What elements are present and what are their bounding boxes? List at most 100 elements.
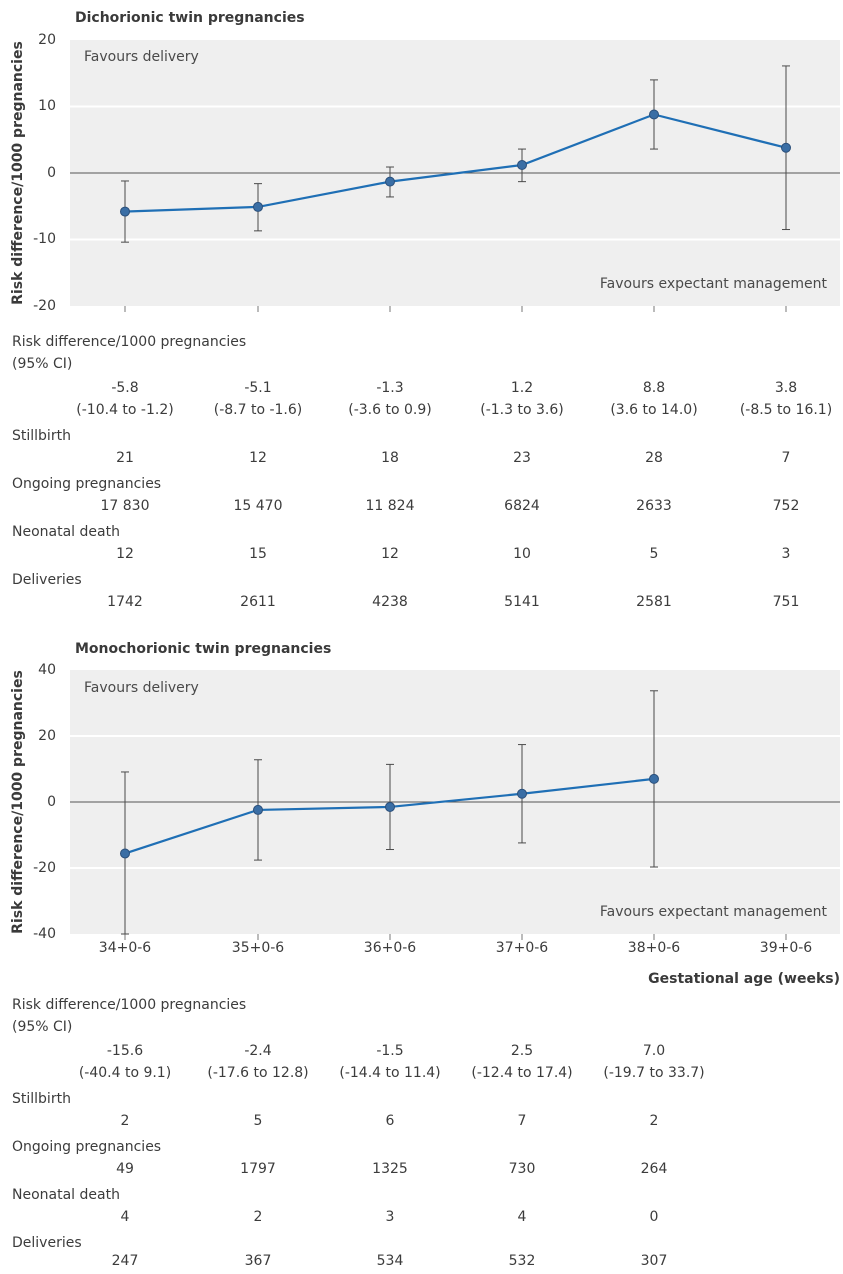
chart1-data-point [385,176,395,187]
x-axis-label: Gestational age (weeks) [648,971,840,987]
chart1-data-point [781,142,791,153]
table-cell: 264 [640,1161,668,1177]
chart2-ci-header: Risk difference/1000 pregnancies [12,997,247,1013]
table-cell: 532 [508,1253,536,1269]
table-cell: 23 [513,450,531,466]
table-cell: 17 830 [100,498,150,514]
table-cell: 12 [249,450,267,466]
x-tick-label: 36+0-6 [363,940,417,956]
table-cell: 21 [116,450,134,466]
chart1-row-label: Neonatal death [12,524,120,540]
rd-ci: (-8.5 to 16.1) [739,402,833,418]
rd-value: -5.1 [244,380,272,396]
chart1-y-tick: 20 [38,32,56,48]
rd-ci: (-10.4 to -1.2) [76,402,174,418]
chart1-data-point [517,160,527,171]
chart2-favours-delivery-note: Favours delivery [84,680,199,696]
chart1-y-tick: -20 [33,298,56,314]
chart1-data-point [120,206,130,217]
chart1-title: Dichorionic twin pregnancies [75,10,305,26]
table-cell: 7 [781,450,791,466]
table-cell: 367 [244,1253,272,1269]
chart2-ci-header-sub: (95% CI) [12,1019,73,1035]
rd-value: -2.4 [244,1043,272,1059]
chart1-y-tick: 10 [38,98,56,114]
table-cell: 12 [381,546,399,562]
table-cell: 0 [649,1209,659,1225]
rd-ci: (-8.7 to -1.6) [213,402,303,418]
table-cell: 4238 [372,594,408,610]
rd-value: 1.2 [510,380,534,396]
x-tick-label: 39+0-6 [759,940,813,956]
rd-value: -5.8 [111,380,139,396]
chart2-favours-expectant-note: Favours expectant management [599,904,827,920]
rd-ci: (-14.4 to 11.4) [339,1065,441,1081]
table-cell: 15 470 [233,498,283,514]
table-cell: 15 [249,546,267,562]
rd-ci: (-17.6 to 12.8) [207,1065,309,1081]
chart1-y-tick: -10 [33,231,56,247]
table-cell: 7 [517,1113,527,1129]
table-cell: 751 [772,594,800,610]
rd-value: -1.3 [376,380,404,396]
chart2-y-tick: -20 [33,860,56,876]
chart2-data-point [649,773,659,784]
chart2-row-label: Deliveries [12,1235,82,1251]
chart2-y-tick: 0 [47,794,56,810]
chart2-row-label: Neonatal death [12,1187,120,1203]
chart2-y-tick: 20 [38,728,56,744]
rd-ci: (-1.3 to 3.6) [480,402,564,418]
chart2-title: Monochorionic twin pregnancies [75,641,332,657]
chart1-ci-header: Risk difference/1000 pregnancies [12,334,247,350]
table-cell: 2633 [636,498,672,514]
chart2-data-point [385,801,395,812]
chart2-svg [70,690,840,940]
chart2-row-label: Ongoing pregnancies [12,1139,162,1155]
chart1-svg [70,65,840,312]
rd-value: 2.5 [510,1043,534,1059]
chart1-row-label: Ongoing pregnancies [12,476,162,492]
chart1-row-label: Deliveries [12,572,82,588]
chart2-data-point [120,848,130,859]
table-cell: 10 [513,546,531,562]
table-cell: 2581 [636,594,672,610]
table-cell: 3 [781,546,791,562]
chart2-row-label: Stillbirth [12,1091,71,1107]
chart1-series-line [124,113,787,213]
table-cell: 11 824 [365,498,415,514]
table-cell: 1797 [240,1161,276,1177]
rd-value: 3.8 [774,380,798,396]
table-cell: 6824 [504,498,540,514]
table-cell: 18 [381,450,399,466]
table-cell: 307 [640,1253,668,1269]
chart1-data-point [253,201,263,212]
rd-ci: (-19.7 to 33.7) [603,1065,705,1081]
rd-value: 7.0 [642,1043,666,1059]
table-cell: 4 [120,1209,130,1225]
rd-value: -1.5 [376,1043,404,1059]
chart2-data-point [517,788,527,799]
table-cell: 5 [253,1113,263,1129]
table-cell: 3 [385,1209,395,1225]
table-cell: 752 [772,498,800,514]
rd-ci: (-40.4 to 9.1) [78,1065,172,1081]
x-tick-label: 37+0-6 [495,940,549,956]
table-cell: 4 [517,1209,527,1225]
chart1-favours-expectant-note: Favours expectant management [599,276,827,292]
table-cell: 28 [645,450,663,466]
rd-value: 8.8 [642,380,666,396]
x-tick-label: 35+0-6 [231,940,285,956]
chart2-y-tick: -40 [33,926,56,942]
table-cell: 2611 [240,594,276,610]
rd-ci: (3.6 to 14.0) [610,402,698,418]
rd-ci: (-12.4 to 17.4) [471,1065,573,1081]
rd-value: -15.6 [106,1043,144,1059]
table-cell: 2 [253,1209,263,1225]
table-cell: 5141 [504,594,540,610]
chart1-data-point [649,109,659,120]
chart2-data-point [253,804,263,815]
table-cell: 5 [649,546,659,562]
x-tick-label: 34+0-6 [98,940,152,956]
rd-ci: (-3.6 to 0.9) [348,402,432,418]
chart1-ci-header-sub: (95% CI) [12,356,73,372]
